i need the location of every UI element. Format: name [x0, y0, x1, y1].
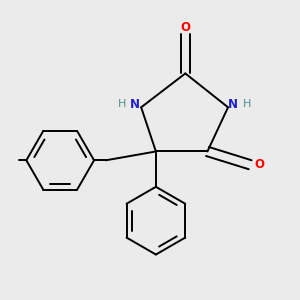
Text: N: N	[130, 98, 140, 111]
Text: H: H	[118, 99, 126, 110]
Text: O: O	[180, 21, 190, 34]
Text: O: O	[254, 158, 264, 171]
Text: N: N	[227, 98, 237, 111]
Text: H: H	[242, 99, 251, 110]
